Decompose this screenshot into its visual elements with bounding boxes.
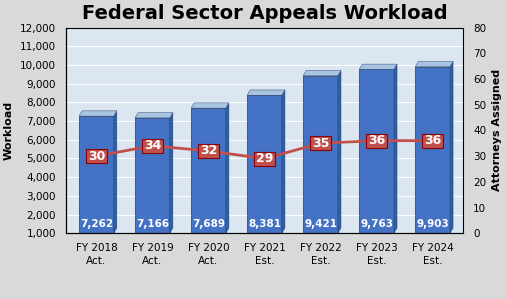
Polygon shape xyxy=(246,90,284,95)
Polygon shape xyxy=(393,64,396,233)
Title: Federal Sector Appeals Workload: Federal Sector Appeals Workload xyxy=(81,4,446,23)
FancyBboxPatch shape xyxy=(421,134,442,148)
Polygon shape xyxy=(191,103,228,108)
Text: 9,903: 9,903 xyxy=(416,219,448,229)
Bar xyxy=(135,118,170,233)
Y-axis label: Attorneys Assigned: Attorneys Assigned xyxy=(491,69,501,191)
Polygon shape xyxy=(415,62,452,67)
Polygon shape xyxy=(281,90,284,233)
FancyBboxPatch shape xyxy=(85,149,107,163)
Text: 9,763: 9,763 xyxy=(360,219,392,229)
FancyBboxPatch shape xyxy=(254,152,275,166)
Text: 34: 34 xyxy=(143,139,161,152)
Bar xyxy=(246,95,281,233)
Text: 7,262: 7,262 xyxy=(80,219,113,229)
Polygon shape xyxy=(114,111,117,233)
Polygon shape xyxy=(225,103,228,233)
Text: 36: 36 xyxy=(367,134,384,147)
FancyBboxPatch shape xyxy=(141,139,163,153)
Text: 35: 35 xyxy=(311,137,329,150)
Text: 8,381: 8,381 xyxy=(247,219,280,229)
Text: 32: 32 xyxy=(199,144,217,158)
Bar xyxy=(191,108,225,233)
Bar xyxy=(359,69,393,233)
Polygon shape xyxy=(79,111,117,116)
Text: 7,689: 7,689 xyxy=(191,219,225,229)
Y-axis label: Workload: Workload xyxy=(4,101,14,160)
Polygon shape xyxy=(170,113,173,233)
Bar xyxy=(79,116,114,233)
Text: 9,421: 9,421 xyxy=(304,219,336,229)
Polygon shape xyxy=(302,71,340,76)
Text: 36: 36 xyxy=(423,134,440,147)
Bar xyxy=(415,67,449,233)
Text: 7,166: 7,166 xyxy=(136,219,169,229)
Bar xyxy=(302,76,337,233)
Polygon shape xyxy=(135,113,173,118)
FancyBboxPatch shape xyxy=(365,134,386,148)
Polygon shape xyxy=(337,71,340,233)
Polygon shape xyxy=(449,62,452,233)
Polygon shape xyxy=(359,64,396,69)
FancyBboxPatch shape xyxy=(197,144,219,158)
Text: 30: 30 xyxy=(87,150,105,163)
Text: 29: 29 xyxy=(256,152,273,165)
FancyBboxPatch shape xyxy=(309,136,331,150)
